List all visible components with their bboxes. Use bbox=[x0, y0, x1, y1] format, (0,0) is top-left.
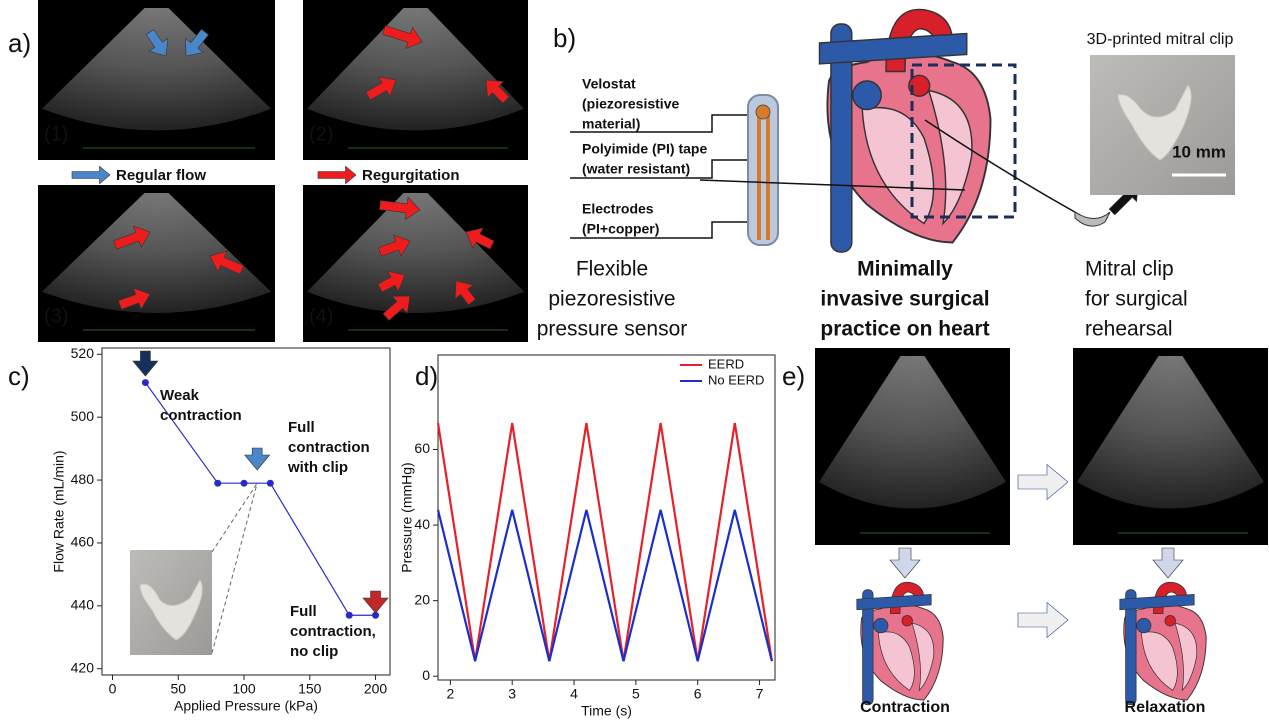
annotation: Weak bbox=[160, 387, 200, 404]
layer-label: (piezoresistive bbox=[582, 96, 679, 112]
layer-label: (water resistant) bbox=[582, 161, 690, 177]
annotation: contraction bbox=[160, 407, 242, 424]
sensor-electrode bbox=[757, 108, 761, 240]
x-tick-label: 5 bbox=[632, 686, 640, 702]
caption: Relaxation bbox=[1125, 699, 1206, 716]
annotation: no clip bbox=[290, 643, 338, 660]
caption: Contraction bbox=[860, 699, 950, 716]
caption: pressure sensor bbox=[537, 318, 688, 341]
annotation: contraction, bbox=[290, 623, 376, 640]
vessel-section bbox=[874, 618, 888, 632]
caption: rehearsal bbox=[1085, 318, 1173, 341]
sensor-electrode bbox=[766, 108, 770, 240]
layer-label: Electrodes bbox=[582, 201, 654, 217]
arrow bbox=[133, 351, 158, 376]
arrow bbox=[363, 591, 388, 613]
x-tick-label: 0 bbox=[109, 681, 117, 697]
annotation: Full bbox=[290, 603, 317, 620]
x-tick-label: 50 bbox=[170, 681, 186, 697]
y-tick-label: 440 bbox=[71, 597, 95, 613]
y-axis-label: Pressure (mmHg) bbox=[399, 462, 415, 572]
vessel-section bbox=[1137, 618, 1151, 632]
image-label: (3) bbox=[44, 305, 68, 327]
x-tick-label: 200 bbox=[364, 681, 388, 697]
x-tick-label: 2 bbox=[446, 686, 454, 702]
layer-label: (PI+copper) bbox=[582, 221, 659, 237]
clip-title: 3D-printed mitral clip bbox=[1087, 31, 1234, 48]
data-point bbox=[142, 379, 149, 386]
y-tick-label: 40 bbox=[414, 516, 430, 532]
caption: for surgical bbox=[1085, 288, 1188, 311]
vessel-section bbox=[853, 81, 882, 110]
x-axis-label: Time (s) bbox=[581, 703, 632, 719]
annotation: with clip bbox=[287, 459, 348, 476]
arrow bbox=[890, 548, 920, 578]
data-point bbox=[346, 612, 353, 619]
x-tick-label: 3 bbox=[508, 686, 516, 702]
y-tick-label: 500 bbox=[71, 408, 95, 424]
arrow bbox=[1018, 603, 1068, 638]
y-axis-label: Flow Rate (mL/min) bbox=[51, 450, 67, 572]
arrow bbox=[318, 166, 356, 184]
legend-label: No EERD bbox=[708, 372, 764, 387]
data-line bbox=[438, 423, 772, 661]
clip-icon bbox=[1075, 212, 1110, 226]
image-label: (1) bbox=[44, 123, 68, 145]
panel-label: e) bbox=[782, 361, 805, 391]
layer-label: Polyimide (PI) tape bbox=[582, 141, 707, 157]
y-tick-label: 460 bbox=[71, 534, 95, 550]
x-tick-label: 7 bbox=[756, 686, 764, 702]
legend-text: Regurgitation bbox=[362, 167, 460, 184]
caption: practice on heart bbox=[820, 318, 989, 341]
layer-label: Velostat bbox=[582, 76, 636, 92]
caption: Flexible bbox=[576, 258, 648, 281]
legend-text: Regular flow bbox=[116, 167, 206, 184]
inset-guide bbox=[212, 483, 257, 653]
vessel-section bbox=[1165, 616, 1176, 627]
x-tick-label: 150 bbox=[298, 681, 322, 697]
arrow bbox=[245, 448, 270, 470]
data-line bbox=[438, 510, 772, 661]
x-tick-label: 6 bbox=[694, 686, 702, 702]
image-label: (4) bbox=[309, 305, 333, 327]
arrow bbox=[72, 166, 110, 184]
y-tick-label: 60 bbox=[414, 440, 430, 456]
y-tick-label: 0 bbox=[422, 667, 430, 683]
y-tick-label: 520 bbox=[71, 345, 95, 361]
caption: invasive surgical bbox=[820, 288, 989, 311]
annotation: Full bbox=[288, 419, 315, 436]
image-label: (2) bbox=[309, 123, 333, 145]
scale-bar-label: 10 mm bbox=[1172, 142, 1226, 161]
plot-frame bbox=[438, 355, 775, 680]
velostat bbox=[756, 105, 770, 119]
y-tick-label: 20 bbox=[414, 591, 430, 607]
caption: Mitral clip bbox=[1085, 258, 1174, 281]
panel-label: b) bbox=[553, 23, 576, 53]
x-tick-label: 100 bbox=[232, 681, 256, 697]
data-point bbox=[214, 480, 221, 487]
inset-guide bbox=[212, 483, 257, 552]
panel-label: c) bbox=[8, 361, 30, 391]
heart-drawing bbox=[1120, 582, 1206, 705]
heart-drawing bbox=[857, 582, 943, 705]
vessel-section bbox=[902, 616, 913, 627]
panel-label: a) bbox=[8, 28, 31, 58]
legend-label: EERD bbox=[708, 356, 744, 371]
y-tick-label: 420 bbox=[71, 659, 95, 675]
x-axis-label: Applied Pressure (kPa) bbox=[174, 698, 318, 714]
layer-label: material) bbox=[582, 116, 640, 132]
arrow bbox=[1018, 465, 1068, 500]
arrow bbox=[1153, 548, 1183, 578]
data-point bbox=[267, 480, 274, 487]
x-tick-label: 4 bbox=[570, 686, 578, 702]
caption: Minimally bbox=[857, 258, 953, 281]
data-point bbox=[241, 480, 248, 487]
caption: piezoresistive bbox=[548, 288, 675, 311]
annotation: contraction bbox=[288, 439, 370, 456]
y-tick-label: 480 bbox=[71, 471, 95, 487]
panel-label: d) bbox=[415, 361, 438, 391]
figure: a) b) c) d) e) (1) (2) (3) (4) Regular flow Regurg… bbox=[0, 0, 1269, 720]
